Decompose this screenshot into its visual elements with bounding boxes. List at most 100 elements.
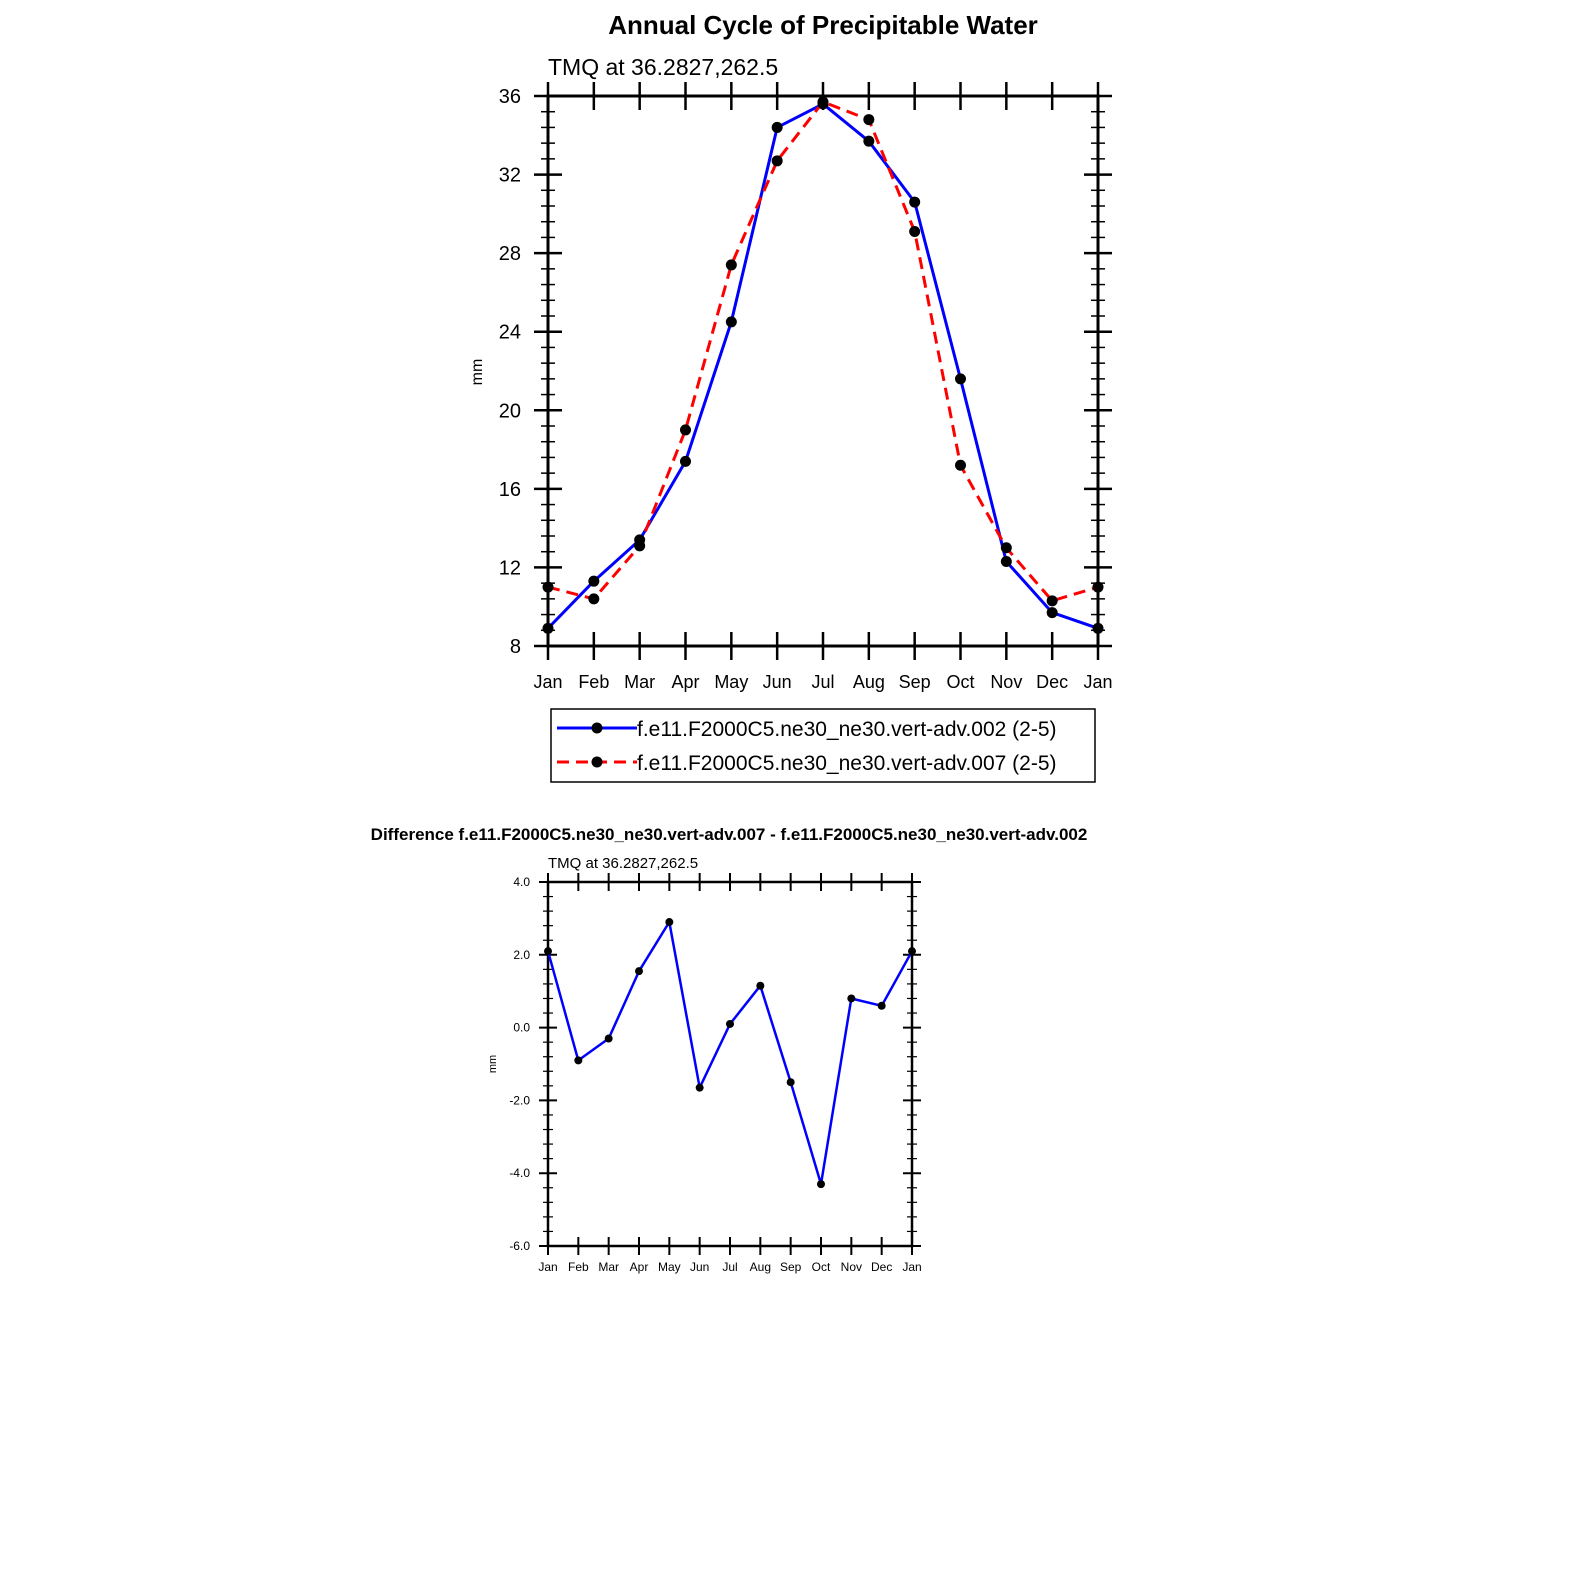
y-tick-label: 36 bbox=[499, 86, 521, 108]
series-1-point bbox=[786, 1078, 795, 1087]
legend-label-series-2: f.e11.F2000C5.ne30_ne30.vert-adv.007 (2-… bbox=[637, 752, 1057, 775]
x-tick-label: Jan bbox=[538, 1260, 557, 1274]
series-1-point bbox=[756, 981, 765, 990]
x-tick-labels: Jan Feb Mar Apr May Jun Jul Aug Sep Oct Nov Dec Jan bbox=[533, 672, 1112, 692]
x-tick-label: Dec bbox=[871, 1260, 892, 1274]
series-1-point bbox=[877, 1001, 886, 1010]
series-2-point bbox=[725, 259, 737, 271]
legend: f.e11.F2000C5.ne30_ne30.vert-adv.002 (2-… bbox=[550, 708, 1096, 783]
series-1-point bbox=[544, 947, 552, 956]
y-tick-label: -2.0 bbox=[509, 1093, 530, 1107]
series-2-point bbox=[817, 96, 829, 108]
x-tick-label: Oct bbox=[946, 672, 974, 692]
x-tick-label: Jan bbox=[902, 1260, 921, 1274]
y-tick-label: 20 bbox=[499, 400, 521, 422]
y-tick-label: 16 bbox=[499, 479, 521, 501]
chart-title: Annual Cycle of Precipitable Water bbox=[608, 10, 1038, 40]
series-1-point bbox=[635, 967, 643, 976]
x-tick-label: Mar bbox=[598, 1260, 619, 1274]
y-tick-label: 4.0 bbox=[513, 875, 530, 889]
x-tick-label: Nov bbox=[841, 1260, 862, 1274]
x-tick-label: Mar bbox=[624, 672, 655, 692]
y-tick-label: 0.0 bbox=[513, 1021, 530, 1035]
x-tick-label: Aug bbox=[750, 1260, 771, 1274]
series-1-point bbox=[542, 622, 554, 634]
x-tick-label: Aug bbox=[853, 672, 885, 692]
series-2-point bbox=[1046, 595, 1058, 607]
series-1-point bbox=[680, 455, 691, 467]
x-tick-label: Oct bbox=[812, 1260, 831, 1274]
series-1-point bbox=[1092, 622, 1104, 634]
y-tick-label: 32 bbox=[499, 165, 521, 187]
series-line-1 bbox=[546, 102, 1099, 630]
x-tick-label: Jul bbox=[722, 1260, 737, 1274]
x-tick-label: Jul bbox=[811, 672, 834, 692]
series-1-point bbox=[955, 373, 966, 385]
series-1-point bbox=[695, 1083, 704, 1092]
series-1-point bbox=[574, 1056, 583, 1065]
chart-annual-cycle: Annual Cycle of Precipitable Water TMQ a… bbox=[469, 10, 1113, 783]
series-2-point bbox=[955, 459, 966, 471]
x-tick-label: Jan bbox=[1083, 672, 1112, 692]
y-tick-label: 28 bbox=[499, 243, 521, 265]
series-2-point bbox=[634, 540, 646, 552]
series-1-point bbox=[588, 575, 600, 587]
difference-x-tick-labels: Jan Feb Mar Apr May Jun Jul Aug Sep Oct Nov Dec Jan bbox=[538, 1260, 921, 1274]
difference-y-tick-labels: -6.0 -4.0 -2.0 0.0 2.0 4.0 bbox=[509, 875, 530, 1253]
x-tick-label: Jun bbox=[763, 672, 792, 692]
x-tick-label: May bbox=[714, 672, 748, 692]
series-2-point bbox=[1092, 581, 1104, 593]
series-2-point bbox=[542, 581, 554, 593]
legend-box bbox=[550, 708, 1096, 783]
series-line-2 bbox=[547, 100, 1099, 603]
series-group bbox=[542, 96, 1104, 634]
axis-ticks bbox=[534, 82, 1112, 660]
difference-axis-ticks bbox=[539, 873, 921, 1255]
y-tick-label: -6.0 bbox=[509, 1239, 530, 1253]
difference-y-axis-label: mm bbox=[487, 1055, 499, 1073]
series-1-point bbox=[665, 918, 674, 927]
chart-difference: Difference f.e11.F2000C5.ne30_ne30.vert-… bbox=[371, 825, 1088, 1274]
x-tick-label: Apr bbox=[671, 672, 699, 692]
series-1-point bbox=[863, 135, 875, 147]
series-1-point bbox=[817, 1180, 825, 1189]
legend-marker-series-2 bbox=[591, 756, 603, 768]
difference-plot-frame bbox=[546, 880, 914, 1248]
difference-title: Difference f.e11.F2000C5.ne30_ne30.vert-… bbox=[371, 825, 1088, 844]
x-tick-label: Dec bbox=[1036, 672, 1068, 692]
x-tick-label: Feb bbox=[568, 1260, 589, 1274]
series-1-point bbox=[604, 1034, 613, 1043]
series-1-point bbox=[726, 1019, 734, 1028]
x-tick-label: May bbox=[658, 1260, 681, 1274]
x-tick-label: Jan bbox=[533, 672, 562, 692]
x-tick-label: Sep bbox=[899, 672, 931, 692]
y-tick-labels: 8 12 16 20 24 28 32 36 bbox=[499, 86, 521, 658]
difference-subtitle: TMQ at 36.2827,262.5 bbox=[548, 855, 698, 872]
x-tick-label: Sep bbox=[780, 1260, 802, 1274]
y-tick-label: 2.0 bbox=[513, 948, 530, 962]
y-axis-label: mm bbox=[469, 359, 486, 386]
x-tick-label: Jun bbox=[690, 1260, 709, 1274]
series-1-point bbox=[908, 947, 916, 956]
difference-series-group bbox=[544, 918, 916, 1189]
legend-label-series-1: f.e11.F2000C5.ne30_ne30.vert-adv.002 (2-… bbox=[637, 718, 1057, 741]
chart-subtitle: TMQ at 36.2827,262.5 bbox=[548, 54, 778, 80]
series-2-point bbox=[680, 424, 691, 436]
series-2-point bbox=[909, 226, 921, 238]
plot-frame bbox=[546, 94, 1100, 648]
legend-marker-series-1 bbox=[591, 722, 603, 734]
series-1-point bbox=[1046, 607, 1058, 619]
y-tick-label: 12 bbox=[499, 557, 521, 579]
series-line-1 bbox=[546, 920, 914, 1186]
series-1-point bbox=[847, 994, 856, 1003]
x-tick-label: Apr bbox=[630, 1260, 649, 1274]
x-tick-label: Nov bbox=[990, 672, 1022, 692]
series-1-point bbox=[1000, 556, 1012, 568]
series-2-point bbox=[863, 114, 875, 126]
y-tick-label: 8 bbox=[510, 636, 521, 658]
y-tick-label: -4.0 bbox=[509, 1166, 530, 1180]
series-1-point bbox=[725, 316, 737, 328]
series-2-point bbox=[771, 155, 783, 167]
series-2-point bbox=[588, 593, 600, 605]
